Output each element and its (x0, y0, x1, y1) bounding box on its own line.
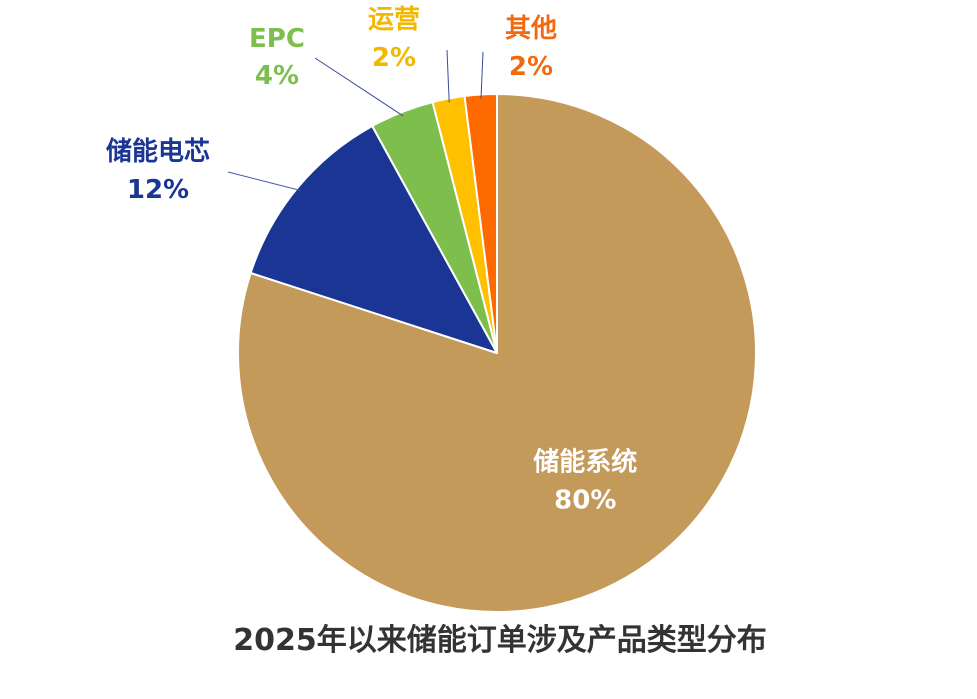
pie-slices (237, 92, 757, 613)
leader-lines (227, 49, 484, 191)
leader-line-3 (446, 49, 450, 103)
chart-title: 2025年以来储能订单涉及产品类型分布 (233, 623, 767, 658)
slice-label-0: 储能系统 (533, 447, 637, 478)
leader-line-1 (227, 171, 301, 191)
slice-value-label-2: 4% (255, 61, 299, 91)
leader-line-4 (480, 51, 484, 99)
pie-slice-1 (249, 125, 498, 354)
slice-label-3: 运营 (368, 5, 420, 35)
slice-label-2: EPC (249, 24, 305, 54)
leader-line-2 (314, 57, 404, 117)
slice-label-4: 其他 (505, 14, 557, 44)
pie-slice-0 (237, 93, 757, 613)
slice-value-label-3: 2% (372, 43, 416, 73)
slice-value-label-0: 80% (554, 486, 616, 516)
slice-labels: 储能系统 80% 储能电芯 12% EPC 4% 运营 2% 其他 2% (106, 5, 637, 516)
slice-value-label-4: 2% (509, 52, 553, 82)
slice-label-1: 储能电芯 (106, 136, 210, 167)
slice-value-label-1: 12% (127, 175, 189, 205)
